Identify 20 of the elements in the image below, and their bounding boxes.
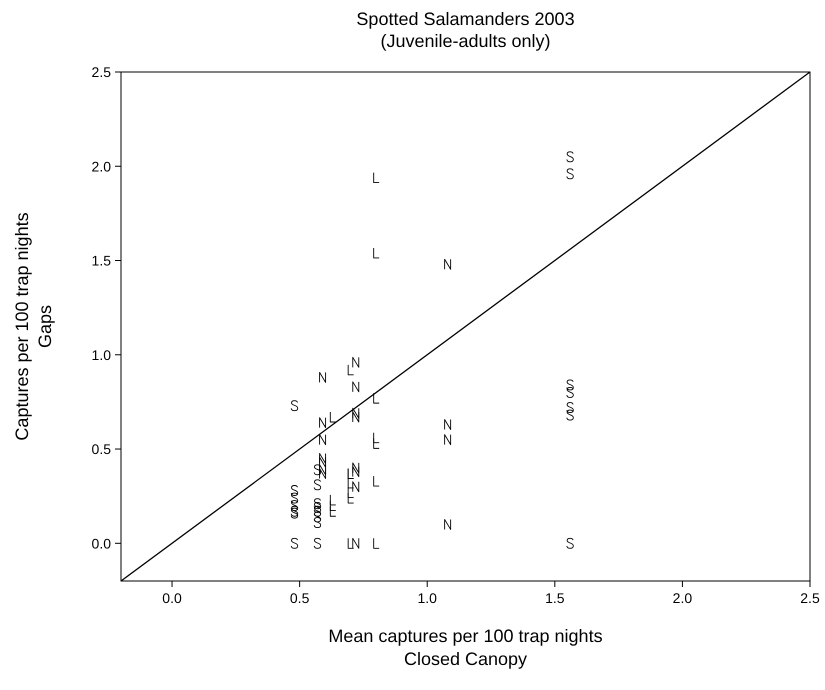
y-tick-label: 0.5 [92,441,112,458]
x-tick-label: 0.0 [162,590,182,606]
chart-subtitle: (Juvenile-adults only) [380,31,551,51]
x-tick-label: 1.5 [545,590,565,606]
y-tick-label: 2.0 [92,158,112,174]
chart-title: Spotted Salamanders 2003 [356,9,575,29]
x-tick-label: 2.0 [672,590,692,606]
x-axis-title: Mean captures per 100 trap nights Closed Canopy [328,626,603,669]
point [566,387,574,398]
x-tick-label: 1.0 [417,590,438,606]
y-tick-label: 1.5 [92,252,112,269]
x-tick-label: 2.5 [800,590,820,606]
x-tick-label: 0.5 [290,590,310,606]
y-axis-title: Captures per 100 trap nights Gaps [12,212,55,441]
point [290,485,298,496]
point [314,502,322,513]
y-tick-label: 0.0 [92,535,112,552]
point [290,492,298,504]
y-tick-label: 2.5 [92,64,112,80]
y-tick-label: 1.0 [92,346,112,363]
